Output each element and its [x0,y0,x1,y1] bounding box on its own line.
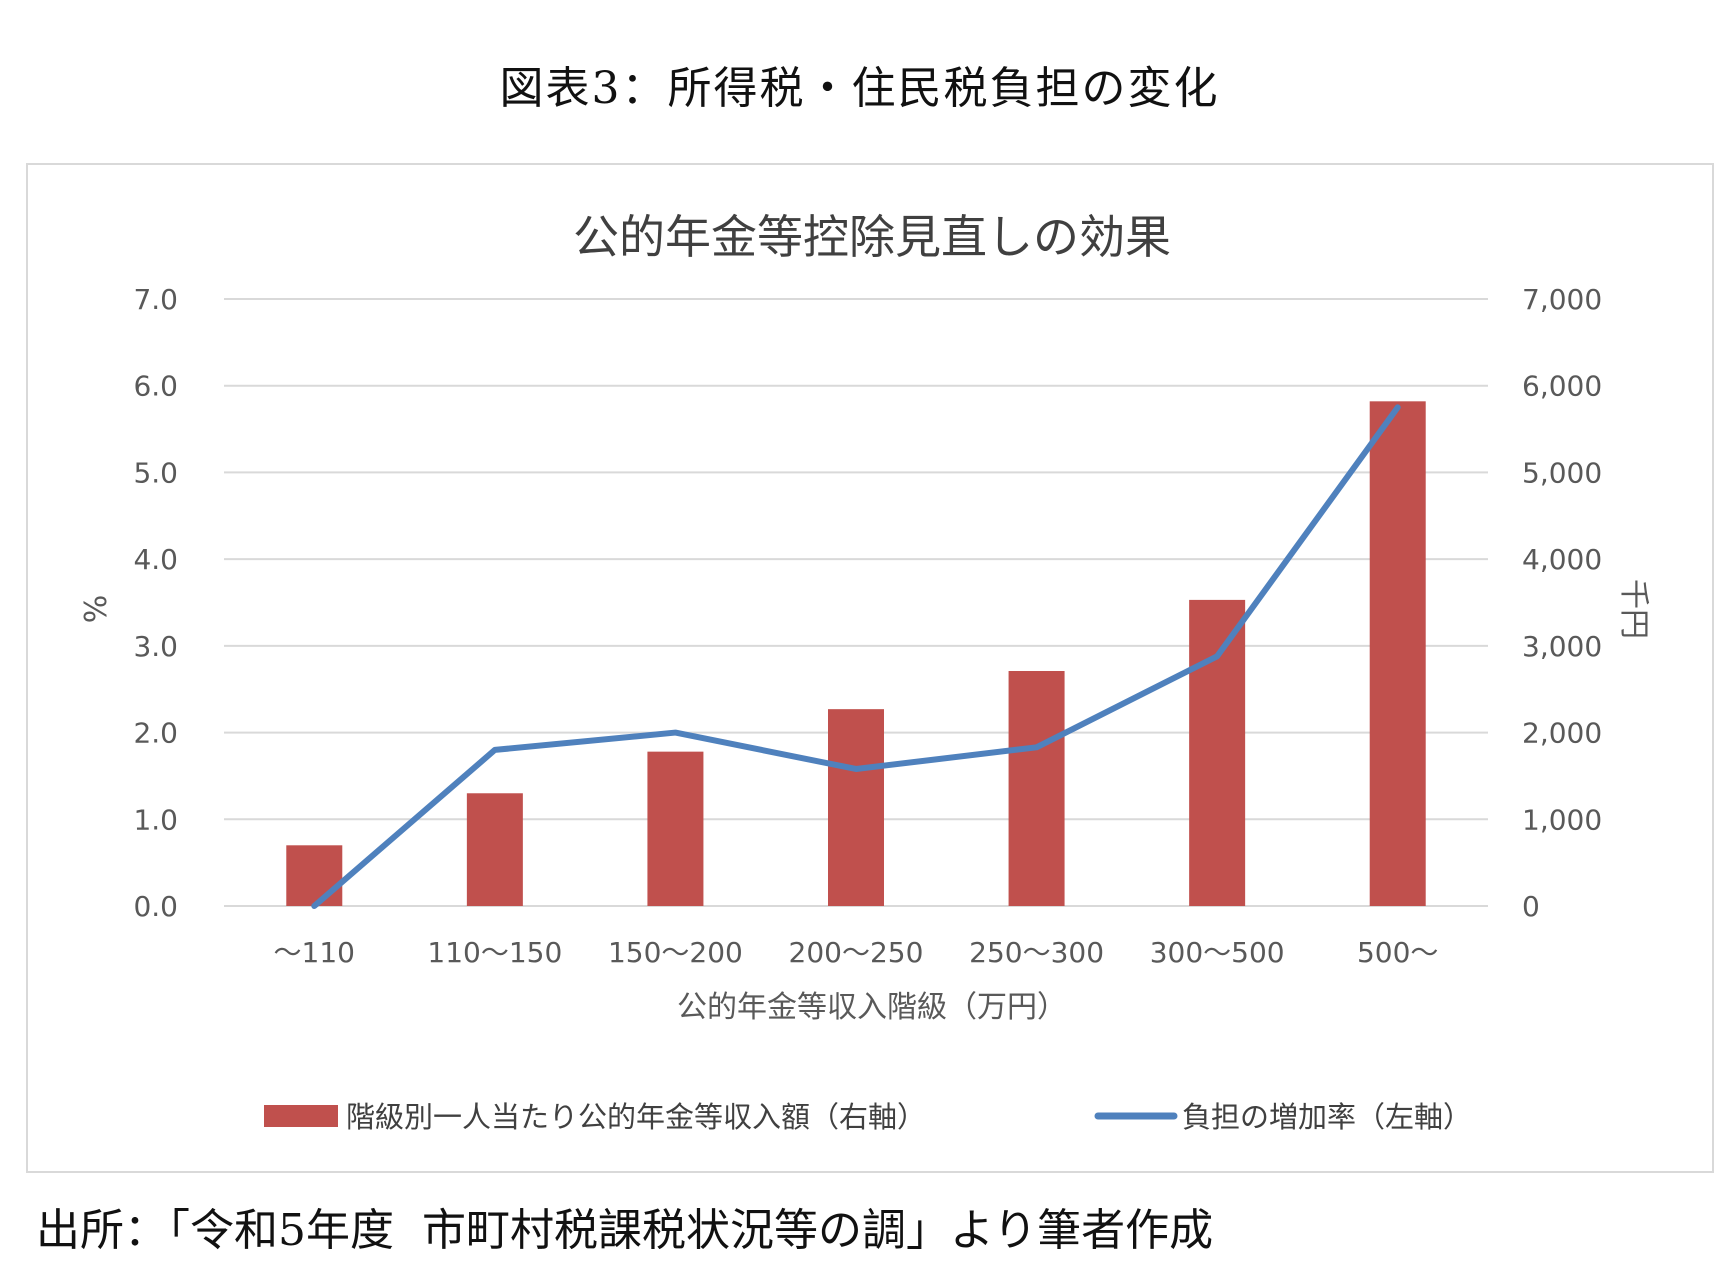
x-tick-label: 110〜150 [427,936,562,969]
right-tick-label: 1,000 [1522,803,1602,836]
legend-bar-label: 階級別一人当たり公的年金等収入額（右軸） [346,1100,926,1134]
line-series [311,404,1401,909]
x-tick-label: 200〜250 [789,936,924,969]
x-tick-label: 500〜 [1357,936,1438,969]
bar [1008,671,1065,906]
x-tick-label: 250〜300 [969,936,1104,969]
left-tick-label: 1.0 [133,803,178,836]
chart-title: 公的年金等控除見直しの効果 [573,210,1171,264]
left-tick-label: 7.0 [133,283,178,316]
figure-heading: 図表3：所得税・住民税負担の変化 [499,63,1220,114]
x-tick-label: 300〜500 [1150,936,1285,969]
bar [828,709,884,906]
right-tick-label: 4,000 [1522,543,1602,576]
bar-series [286,401,1426,906]
bar [647,751,704,906]
line-series-path [311,404,1401,909]
left-tick-label: 6.0 [133,370,178,403]
bar [1369,401,1426,906]
x-tick-label: 〜110 [274,936,355,969]
left-tick-label: 5.0 [133,456,178,489]
right-tick-label: 3,000 [1522,630,1602,663]
left-tick-label: 0.0 [133,890,178,923]
left-axis: 0.0 1.0 2.0 3.0 4.0 5.0 6.0 7.0 [133,283,178,923]
x-axis-title: 公的年金等収入階級（万円） [677,990,1067,1025]
legend-line-label: 負担の増加率（左軸） [1182,1100,1472,1134]
right-axis: 0 1,000 2,000 3,000 4,000 5,000 6,000 7,000 [1522,283,1602,923]
legend: 階級別一人当たり公的年金等収入額（右軸） 負担の増加率（左軸） [264,1100,1472,1134]
source-note: 出所：「令和5年度 市町村税課税状況等の調」より筆者作成 [36,1205,1214,1256]
left-tick-label: 4.0 [133,543,178,576]
left-tick-label: 2.0 [133,717,178,750]
chart-svg: 公的年金等控除見直しの効果 0.0 1.0 2.0 3.0 4.0 5.0 6.0 7.0 0… [79,210,1651,1134]
x-tick-label: 150〜200 [608,936,743,969]
bar [466,793,523,906]
right-tick-label: 0 [1522,890,1540,923]
right-tick-label: 6,000 [1522,370,1602,403]
bar [1189,599,1246,906]
left-tick-label: 3.0 [133,630,178,663]
right-tick-label: 2,000 [1522,717,1602,750]
right-tick-label: 7,000 [1522,283,1602,316]
legend-bar-swatch [264,1105,338,1127]
bar [286,845,343,906]
x-axis: 〜110 110〜150 150〜200 200〜250 250〜300 300〜500 5… [274,936,1439,969]
right-tick-label: 5,000 [1522,456,1602,489]
left-axis-title: % [79,595,114,624]
chart-container: 公的年金等控除見直しの効果 0.0 1.0 2.0 3.0 4.0 5.0 6.0 7.0 0… [26,163,1714,1173]
right-axis-title: 千円 [1616,579,1651,639]
